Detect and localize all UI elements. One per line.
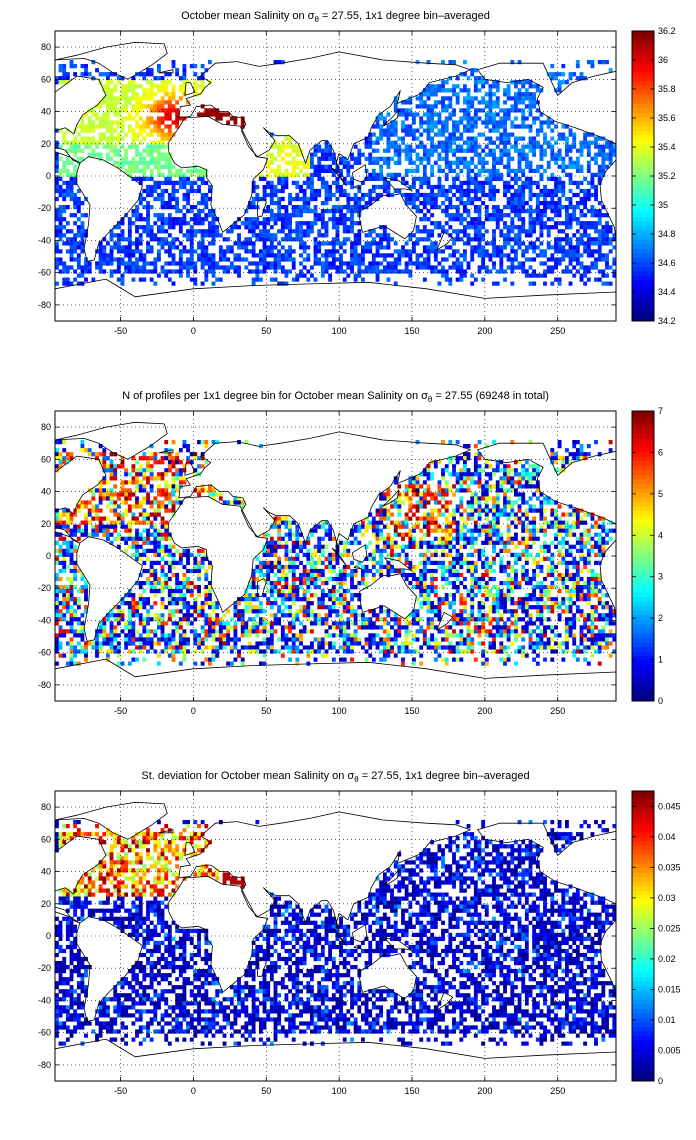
x-tick-label: -50 [114,706,127,716]
colorbar-tick-label: 0 [658,696,663,706]
x-tick-label: 100 [332,706,347,716]
y-tick-label: 60 [41,834,51,844]
panel-title: St. deviation for October mean Salinity … [141,770,529,784]
y-tick-label: 80 [41,42,51,52]
y-tick-label: -20 [38,963,51,973]
x-tick-label: 250 [550,326,565,336]
colorbar-tick-label: 6 [658,447,663,457]
y-tick-label: -60 [38,648,51,658]
y-tick-label: -20 [38,583,51,593]
x-tick-label: 250 [550,706,565,716]
y-tick-label: -80 [38,300,51,310]
x-tick-label: 0 [191,326,196,336]
panel-title: October mean Salinity on σθ = 27.55, 1x1… [181,10,490,24]
y-tick-label: -40 [38,615,51,625]
colorbar-tick-label: 0.025 [658,923,681,933]
y-tick-label: 20 [41,139,51,149]
y-tick-label: 20 [41,519,51,529]
y-tick-label: -80 [38,1060,51,1070]
y-tick-label: -40 [38,995,51,1005]
y-tick-label: -60 [38,1028,51,1038]
colorbar-tick-label: 5 [658,489,663,499]
colorbar-tick-label: 35.8 [658,84,676,94]
x-tick-label: 250 [550,1086,565,1096]
colorbar-tick-label: 0.04 [658,832,676,842]
colorbar: 0 1 2 3 4 5 6 7 [631,406,663,706]
colorbar-tick-label: 35.2 [658,171,676,181]
y-tick-label: -60 [38,268,51,278]
map-panel-2: N of profiles per 1x1 degree bin for Oct… [38,390,663,716]
grid [55,31,616,321]
colorbar-tick-label: 35.6 [658,113,676,123]
y-tick-label: 0 [46,931,51,941]
x-tick-label: 150 [404,1086,419,1096]
colorbar-tick-label: 0.01 [658,1015,676,1025]
x-tick-label: 50 [261,1086,271,1096]
colorbar-tick-label: 0.015 [658,984,681,994]
x-tick-label: 150 [404,326,419,336]
x-tick-label: -50 [114,326,127,336]
colorbar-tick-label: 1 [658,655,663,665]
colorbar: 34.2 34.4 34.6 34.8 35 35.2 35.4 35.6 35.8 36 36.2 [631,26,676,326]
colorbar-tick-label: 36.2 [658,26,676,36]
colorbar-tick-label: 0.005 [658,1045,681,1055]
data-bins [55,440,616,666]
x-tick-label: 200 [477,1086,492,1096]
colorbar-tick-label: 4 [658,530,663,540]
colorbar-tick-label: 34.6 [658,258,676,268]
colorbar-tick-label: 35 [658,200,668,210]
colorbar-tick-label: 3 [658,572,663,582]
coastlines [55,41,616,321]
x-tick-label: 50 [261,326,271,336]
coastlines [55,801,616,1081]
x-tick-label: 100 [332,326,347,336]
map-panel-1: October mean Salinity on σθ = 27.55, 1x1… [38,10,676,336]
y-tick-label: 60 [41,454,51,464]
colorbar-tick-label: 7 [658,406,663,416]
colorbar-tick-label: 0.045 [658,801,681,811]
data-bins [55,60,616,286]
x-tick-label: 50 [261,706,271,716]
map-panel-3: St. deviation for October mean Salinity … [38,770,681,1096]
y-tick-label: 40 [41,487,51,497]
colorbar-tick-label: 34.2 [658,316,676,326]
y-tick-label: 40 [41,107,51,117]
colorbar-tick-label: 0.02 [658,954,676,964]
colorbar-tick-label: 36 [658,55,668,65]
colorbar-tick-label: 34.4 [658,287,676,297]
y-tick-label: -20 [38,203,51,213]
x-tick-label: 0 [191,1086,196,1096]
x-tick-label: 200 [477,326,492,336]
x-tick-label: -50 [114,1086,127,1096]
colorbar: 0 0.005 0.01 0.015 0.02 0.025 0.03 0.035 0.04 0.0… [631,790,681,1086]
x-tick-label: 0 [191,706,196,716]
colorbar-tick-label: 34.8 [658,229,676,239]
y-tick-label: 0 [46,551,51,561]
x-tick-label: 100 [332,1086,347,1096]
grid [55,411,616,701]
colorbar-tick-label: 0.035 [658,862,681,872]
colorbar-tick-label: 0 [658,1076,663,1086]
x-tick-label: 200 [477,706,492,716]
y-tick-label: 60 [41,74,51,84]
y-tick-label: -80 [38,680,51,690]
y-tick-label: 80 [41,422,51,432]
y-tick-label: 40 [41,867,51,877]
x-tick-label: 150 [404,706,419,716]
y-tick-label: 0 [46,171,51,181]
y-tick-label: 80 [41,802,51,812]
y-tick-label: -40 [38,235,51,245]
colorbar-tick-label: 0.03 [658,893,676,903]
coastlines [55,421,616,701]
colorbar-tick-label: 35.4 [658,142,676,152]
colorbar-tick-label: 2 [658,613,663,623]
panel-title: N of profiles per 1x1 degree bin for Oct… [122,390,549,404]
grid [55,791,616,1081]
y-tick-label: 20 [41,899,51,909]
